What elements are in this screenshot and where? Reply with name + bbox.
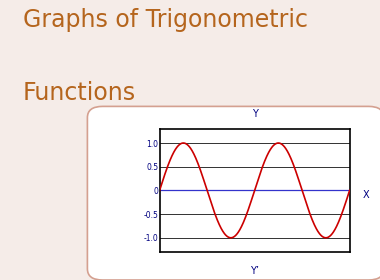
Text: Functions: Functions [23,81,136,105]
Text: X: X [363,190,369,200]
Text: Y: Y [252,109,258,119]
Text: Graphs of Trigonometric: Graphs of Trigonometric [23,8,308,32]
Text: Y’: Y’ [250,265,259,276]
